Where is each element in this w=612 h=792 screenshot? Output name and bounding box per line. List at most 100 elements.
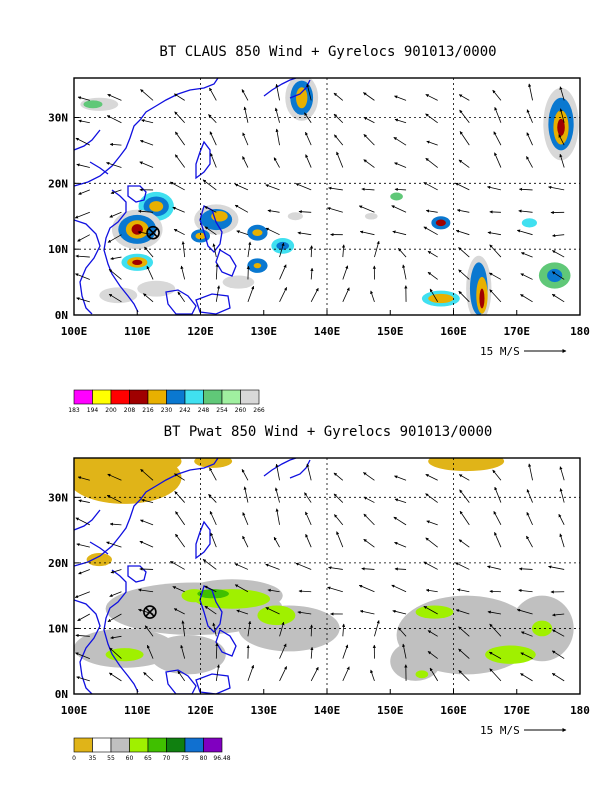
wind-vector <box>279 621 285 637</box>
gyre-circle <box>146 225 160 240</box>
wind-vector <box>75 652 90 659</box>
grid <box>74 458 580 694</box>
wind-vector <box>215 458 217 459</box>
colorbar-label: 96.48 <box>213 755 230 762</box>
wind-vector <box>174 131 186 146</box>
wind-vector <box>423 605 438 615</box>
wind-vector <box>152 78 154 79</box>
x-tick-label: 150E <box>377 704 404 717</box>
wind-vector <box>242 512 249 526</box>
colorbar-label: 266 <box>253 407 265 414</box>
wind-vector <box>204 585 217 593</box>
colorbar-swatch <box>203 389 223 405</box>
wind-vector <box>394 541 407 548</box>
wind-vector <box>455 182 470 191</box>
colorbar-label: 230 <box>161 407 173 414</box>
shading-blob <box>131 224 143 235</box>
shading-blob <box>521 218 537 228</box>
wind-vector <box>559 153 565 168</box>
wind-vector <box>273 157 280 168</box>
colorbar-swatch <box>203 737 223 753</box>
wind-vector <box>342 78 343 79</box>
colorbar-swatch <box>129 737 149 753</box>
colorbar-swatch <box>166 389 186 405</box>
colorbar-label: 65 <box>144 755 152 762</box>
wind-vector <box>487 185 502 191</box>
wind-vector <box>487 565 502 570</box>
shading-blob <box>547 268 563 283</box>
wind-vector <box>358 205 375 213</box>
shading-blob <box>485 645 536 664</box>
wind-vector <box>427 250 438 258</box>
wind-vector <box>342 644 349 659</box>
coastline <box>74 458 311 694</box>
wind-vector <box>392 609 407 615</box>
wind-vector <box>298 589 312 593</box>
wind-vector <box>305 131 312 146</box>
wind-vector <box>106 115 122 124</box>
wind-vector <box>342 458 343 459</box>
colorbar-label: 60 <box>126 755 134 762</box>
wind-vector <box>363 134 375 146</box>
wind-vector <box>487 610 502 615</box>
wind-vector <box>152 458 154 459</box>
wind-vector <box>519 187 533 191</box>
x-tick-label: 130E <box>251 704 278 717</box>
wind-vector <box>215 78 217 79</box>
wind-vector <box>425 473 438 481</box>
wind-vector <box>455 562 470 570</box>
wind-vector <box>468 78 470 79</box>
wind-vector <box>180 265 186 280</box>
shading-blob <box>428 458 505 472</box>
wind-vector <box>518 588 533 593</box>
wind-vector <box>279 264 287 280</box>
wind-vector <box>500 78 501 79</box>
wind-vector <box>488 651 502 659</box>
wind-vectors <box>74 78 565 303</box>
wind-vectors <box>74 458 565 682</box>
wind-vector <box>77 96 90 101</box>
wind-vector <box>279 242 285 258</box>
shading-blob <box>132 259 143 265</box>
shading-blob <box>364 212 378 220</box>
colorbar-swatch <box>240 389 260 405</box>
wind-vector <box>394 118 407 124</box>
wind-vector <box>242 156 249 168</box>
wind-vector <box>363 92 375 101</box>
wind-vector <box>170 560 185 570</box>
panel-title: BT Pwat 850 Wind + Gyrelocs 901013/0000 <box>164 424 493 440</box>
x-tick-label: 120E <box>187 704 214 717</box>
wind-vector <box>425 157 438 168</box>
wind-vector <box>215 664 220 681</box>
colorbar-swatch <box>110 389 130 405</box>
wind-vector <box>363 472 375 481</box>
wind-vector <box>209 467 217 481</box>
wind-vector <box>489 244 502 258</box>
wind-vector <box>526 156 533 168</box>
shading-blob <box>99 287 138 304</box>
wind-vector <box>494 152 502 168</box>
wind-vector <box>173 608 185 615</box>
wind-vector <box>361 567 375 571</box>
x-tick-label: 170E <box>504 704 531 717</box>
wind-vector <box>363 116 375 124</box>
wind-vector <box>374 240 380 258</box>
wind-vector <box>458 626 470 637</box>
colorbar: 183 194 200 208 216 230 242 248 254 260 266 <box>68 389 265 414</box>
wind-vector <box>110 635 122 640</box>
wind-vector <box>394 498 407 503</box>
wind-vector <box>298 210 312 214</box>
colorbar-label: 183 <box>68 407 80 414</box>
wind-vector <box>563 78 565 79</box>
wind-vector <box>180 644 186 659</box>
wind-vector <box>76 297 90 303</box>
wind-vector <box>247 285 255 302</box>
wind-vector <box>458 290 470 303</box>
wind-vector <box>174 111 185 124</box>
wind-vector <box>548 185 565 191</box>
wind-vector <box>109 591 122 597</box>
shading-blob <box>287 212 303 221</box>
wind-vector <box>247 241 252 258</box>
wind-vector <box>310 666 319 682</box>
wind-vector <box>241 469 249 481</box>
